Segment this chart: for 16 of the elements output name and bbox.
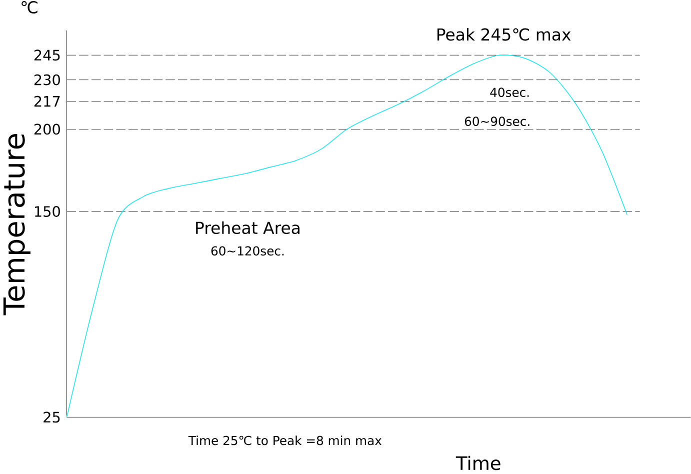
y-tick-label: 200 — [34, 124, 60, 135]
y-tick-label: 150 — [34, 206, 60, 218]
x-axis-title: Time — [456, 456, 500, 470]
y-axis-title: Temperature — [3, 134, 30, 316]
y-tick-label: 25 — [44, 412, 60, 423]
line-series — [66, 54, 628, 418]
text: Time 25℃ to Peak =8 min max — [188, 436, 382, 446]
annotation: 60~90sec. — [464, 116, 530, 126]
annotation: Preheat Area — [196, 222, 300, 234]
annotation: 40sec. — [490, 88, 529, 98]
y-tick-label: 230 — [34, 74, 60, 86]
annotation: Peak 245℃ max — [437, 28, 571, 41]
text: ℃ — [22, 1, 38, 14]
y-tick-label: 245 — [34, 50, 60, 61]
annotation: 60~120sec. — [211, 246, 284, 256]
y-tick-label: 217 — [34, 96, 60, 107]
